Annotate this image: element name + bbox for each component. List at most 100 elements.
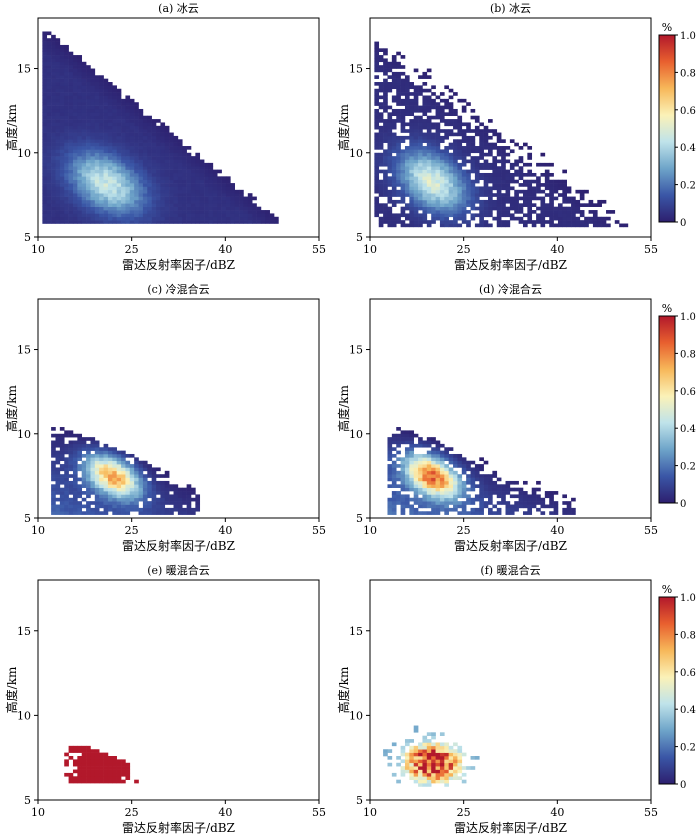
heatmap-cell [125, 491, 131, 495]
heatmap-cell [134, 497, 139, 502]
heatmap-cell [396, 450, 401, 455]
heatmap-cell [94, 467, 100, 472]
heatmap-cell [164, 497, 170, 502]
heatmap-cell [125, 162, 131, 167]
heatmap-cell [190, 172, 196, 177]
heatmap-cell [571, 216, 576, 221]
heatmap-cell [483, 152, 489, 157]
heatmap-cell [409, 196, 415, 201]
heatmap-cell [453, 108, 458, 113]
heatmap-cell [418, 752, 423, 757]
heatmap-cell [125, 105, 131, 110]
heatmap-cell [439, 749, 445, 753]
heatmap-cell [116, 105, 122, 110]
heatmap-cell [164, 149, 170, 154]
heatmap-cell [55, 152, 61, 157]
heatmap-cell [540, 199, 546, 204]
heatmap-cell [77, 92, 83, 96]
heatmap-cell [514, 162, 519, 167]
heatmap-cell [435, 146, 441, 150]
heatmap-cell [164, 470, 170, 475]
heatmap-cell [418, 776, 423, 780]
heatmap-cell [138, 183, 144, 187]
heatmap-cell [422, 470, 428, 475]
heatmap-cell [107, 772, 113, 777]
heatmap-cell [208, 179, 214, 184]
heatmap-cell [444, 166, 449, 170]
heatmap-cell [103, 464, 109, 468]
heatmap-cell [422, 112, 428, 117]
heatmap-cell [448, 220, 454, 224]
heatmap-cell [86, 159, 91, 164]
heatmap-cell [474, 172, 480, 177]
heatmap-cell [46, 78, 52, 83]
heatmap-cell [46, 189, 52, 194]
heatmap-cell [453, 464, 458, 468]
heatmap-cell [479, 156, 484, 160]
heatmap-cell [173, 497, 179, 502]
heatmap-cell [77, 196, 83, 201]
heatmap-cell [68, 156, 74, 160]
heatmap-cell [457, 453, 463, 458]
heatmap-cell [431, 169, 436, 174]
heatmap-cell [64, 193, 69, 197]
heatmap-cell [431, 742, 436, 747]
heatmap-cell [156, 206, 161, 211]
x-tick-label: 25 [125, 806, 139, 819]
heatmap-cell [103, 762, 109, 767]
heatmap-cell [383, 135, 388, 140]
heatmap-cell [160, 487, 166, 492]
heatmap-cell [426, 745, 432, 750]
heatmap-cell [77, 501, 83, 505]
heatmap-cells [374, 41, 629, 228]
heatmap-cell [46, 119, 52, 123]
heatmap-cell [138, 477, 144, 482]
heatmap-cell [138, 152, 144, 157]
heatmap-cell [391, 484, 397, 488]
heatmap-cell [86, 75, 91, 79]
heatmap-cell [107, 196, 113, 201]
heatmap-cell [527, 501, 533, 505]
heatmap-cell [391, 75, 397, 79]
heatmap-cell [418, 477, 423, 482]
heatmap-cell [444, 511, 449, 515]
heatmap-cell [501, 487, 506, 492]
heatmap-cell [99, 92, 104, 96]
heatmap-cell [72, 507, 78, 512]
heatmap-cell [435, 769, 441, 774]
heatmap-cell [72, 166, 78, 170]
heatmap-cell [404, 477, 410, 482]
heatmap-cell [134, 467, 139, 472]
heatmap-cell [103, 108, 109, 113]
heatmap-cell [86, 453, 91, 458]
heatmap-cell [466, 480, 471, 485]
heatmap-cell [383, 139, 388, 143]
heatmap-cell [457, 213, 463, 218]
heatmap-cell [51, 149, 56, 154]
heatmap-cell [90, 220, 96, 224]
heatmap-cell [134, 142, 139, 147]
heatmap-cell [99, 82, 104, 86]
heatmap-cell [383, 88, 388, 93]
heatmap-cell [453, 210, 458, 214]
heatmap-cell [252, 210, 257, 214]
heatmap-cell [426, 474, 432, 478]
heatmap-cell [396, 139, 401, 143]
heatmap-cell [77, 484, 83, 488]
heatmap-cell [435, 443, 441, 448]
heatmap-cell [400, 460, 406, 465]
heatmap-cell [121, 453, 126, 458]
heatmap-cell [509, 172, 515, 177]
heatmap-cell [77, 772, 83, 777]
heatmap-cell [422, 756, 428, 760]
heatmap-cell [68, 450, 74, 455]
heatmap-cell [68, 92, 74, 96]
heatmap-cell [116, 769, 122, 774]
heatmap-cell [147, 491, 152, 495]
heatmap-cell [94, 115, 100, 120]
heatmap-cell [426, 511, 432, 515]
y-tick-label: 10 [17, 147, 31, 160]
heatmap-cell [195, 186, 201, 191]
heatmap-cell [461, 480, 467, 485]
heatmap-cell [470, 142, 476, 147]
